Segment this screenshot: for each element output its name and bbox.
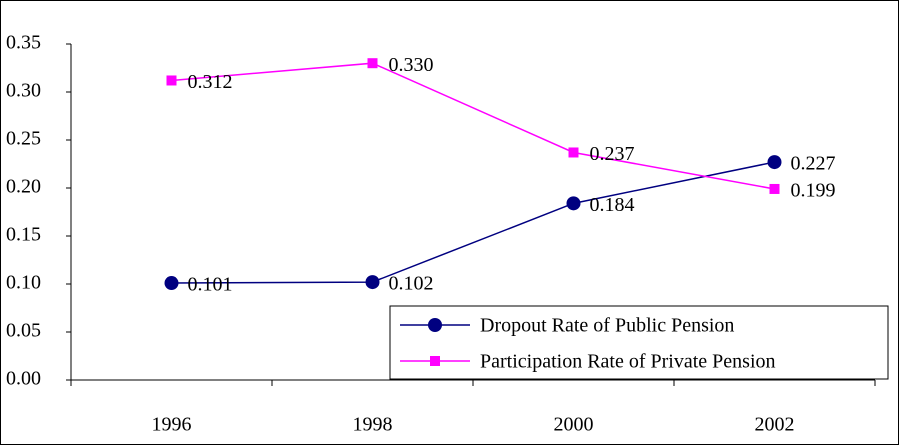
data-point [767,155,782,170]
x-tick-label: 1996 [152,414,192,436]
legend-label: Dropout Rate of Public Pension [480,315,734,337]
data-point [568,147,579,158]
series-line [171,62,775,190]
data-point [164,276,179,291]
series-line [171,161,775,284]
data-label: 0.184 [590,194,635,216]
data-point [166,75,177,86]
legend-marker [428,318,442,332]
data-label: 0.101 [188,274,233,296]
data-label: 0.227 [791,153,836,175]
data-label: 0.312 [188,71,233,93]
legend-label: Participation Rate of Private Pension [480,351,776,373]
y-tick-label: 0.25 [6,128,41,150]
y-tick-label: 0.35 [6,32,41,54]
data-point [365,275,380,290]
data-point [367,58,378,69]
data-label: 0.330 [389,54,434,76]
legend-box [389,305,889,380]
y-tick-label: 0.00 [6,368,41,390]
data-label: 0.237 [590,143,635,165]
data-point [566,196,581,211]
x-tick-label: 2000 [554,414,594,436]
x-tick-label: 1998 [353,414,393,436]
y-tick-label: 0.30 [6,80,41,102]
y-tick-label: 0.15 [6,224,41,246]
x-tick-label: 2002 [755,414,795,436]
y-tick-label: 0.20 [6,176,41,198]
data-label: 0.199 [791,180,836,202]
legend-marker [430,356,440,366]
data-point [769,183,780,194]
data-label: 0.102 [389,273,434,295]
y-tick-label: 0.05 [6,320,41,342]
y-tick-label: 0.10 [6,272,41,294]
